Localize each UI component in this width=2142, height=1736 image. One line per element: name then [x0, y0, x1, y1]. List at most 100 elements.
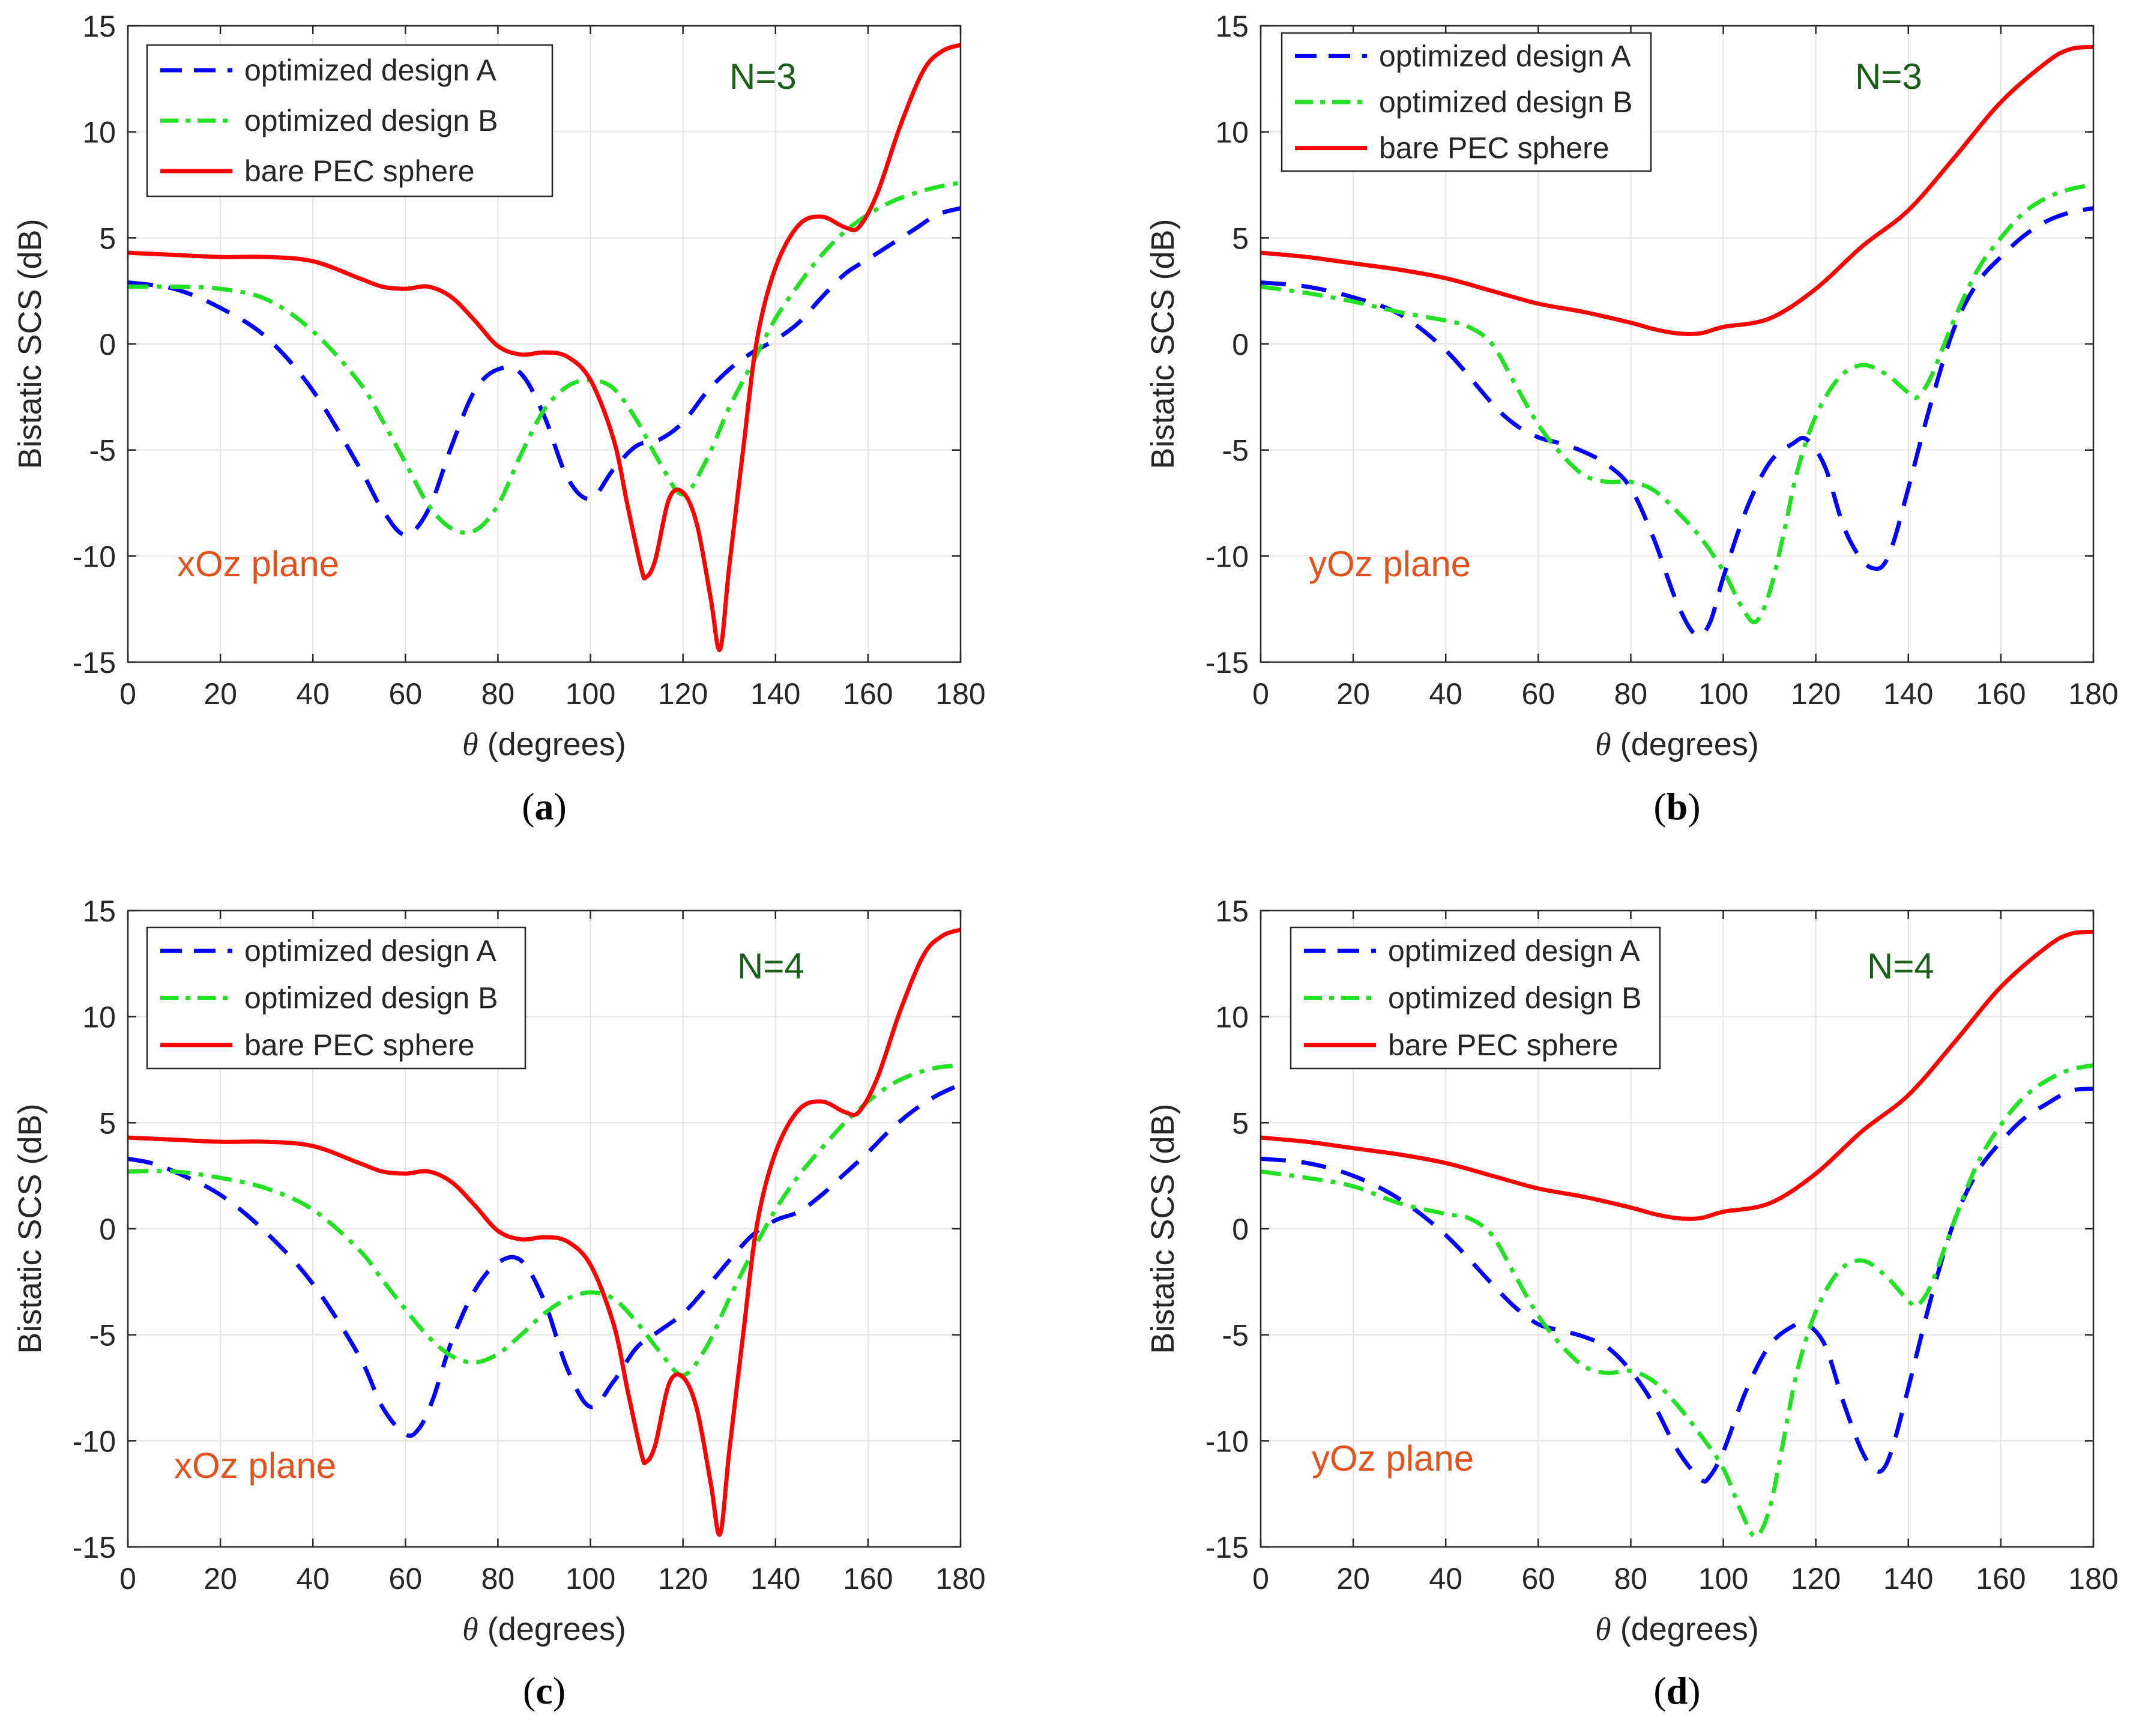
legend-label: optimized design A: [1388, 934, 1640, 968]
x-tick-label: 160: [843, 1562, 893, 1596]
panel-label: (a): [522, 785, 567, 828]
series-line-optimized-design-a: [128, 1082, 961, 1438]
legend-label: optimized design B: [1379, 85, 1632, 119]
y-tick-label: -15: [73, 1531, 116, 1564]
x-tick-label: 40: [296, 1562, 330, 1596]
legend-label: optimized design B: [244, 104, 498, 137]
chart-panel-c: 0 20 40 60 80 100 120 140 160 180 -15 -10 -5 0 5 10 15 θ …: [12, 894, 986, 1712]
x-tick-label: 0: [1252, 677, 1269, 711]
y-tick-label: -10: [1205, 1424, 1249, 1458]
y-axis-label: Bistatic SCS (dB): [12, 219, 48, 469]
x-tick-label: 100: [566, 1562, 615, 1596]
x-tick-label: 180: [2068, 677, 2118, 711]
x-tick-label: 100: [1698, 1562, 1748, 1596]
y-tick-label: 10: [82, 116, 116, 149]
order-annotation: N=4: [1867, 946, 1934, 986]
x-tick-label: 60: [389, 1562, 423, 1596]
y-tick-label: 5: [99, 1106, 116, 1140]
x-tick-label: 40: [1429, 1562, 1462, 1596]
legend-label: bare PEC sphere: [244, 154, 475, 188]
y-tick-label: -10: [73, 540, 116, 573]
legend-label: bare PEC sphere: [1388, 1028, 1619, 1062]
y-tick-label: -5: [89, 1319, 116, 1352]
order-annotation: N=4: [737, 946, 804, 986]
y-tick-label: -5: [1222, 1319, 1249, 1352]
x-tick-label: 20: [1336, 1562, 1370, 1596]
x-axis-label: θ (degrees): [1595, 1611, 1759, 1647]
panel-label: (d): [1653, 1669, 1700, 1712]
y-tick-label: -15: [73, 646, 116, 680]
x-tick-label: 120: [1791, 677, 1841, 711]
series-group: [128, 927, 961, 1537]
x-axis-symbol: θ: [1595, 1611, 1611, 1647]
y-tick-label: 0: [1232, 328, 1249, 361]
series-line-bare-pec-sphere: [1261, 44, 2093, 336]
y-axis-label: Bistatic SCS (dB): [12, 1103, 48, 1354]
y-tick-label: 15: [1215, 894, 1249, 928]
legend: optimized design A optimized design B bare…: [146, 44, 554, 197]
panel-label: (c): [523, 1669, 566, 1712]
series-group: [128, 43, 961, 653]
series-line-optimized-design-b: [1261, 182, 2093, 624]
x-tick-label: 100: [1698, 677, 1748, 711]
series-line-optimized-design-a: [1261, 1087, 2093, 1484]
x-tick-label: 160: [1976, 677, 2026, 711]
x-axis-unit: (degrees): [1611, 1611, 1759, 1647]
series-line-bare-pec-sphere: [128, 927, 961, 1537]
legend-label: bare PEC sphere: [244, 1028, 475, 1062]
legend-label: optimized design B: [244, 981, 498, 1015]
x-tick-label: 180: [2068, 1562, 2118, 1596]
x-tick-label: 100: [566, 677, 615, 711]
legend: optimized design A optimized design B bare…: [1290, 926, 1661, 1070]
x-tick-label: 80: [1614, 677, 1648, 711]
x-tick-label: 0: [119, 677, 136, 711]
legend-label: optimized design B: [1388, 981, 1641, 1015]
legend: optimized design A optimized design B bare…: [146, 926, 526, 1070]
x-tick-label: 40: [1429, 677, 1462, 711]
y-tick-label: 15: [82, 10, 116, 43]
y-tick-label: 0: [1232, 1213, 1249, 1246]
y-tick-label: 15: [82, 894, 116, 928]
series-line-optimized-design-b: [128, 181, 961, 535]
plane-annotation: yOz plane: [1312, 1438, 1474, 1478]
chart-panel-a: 0 20 40 60 80 100 120 140 160 180 -15 -10 -5 0 5 10 15 θ …: [12, 10, 986, 828]
series-group: [1261, 929, 2093, 1539]
x-tick-label: 60: [389, 677, 423, 711]
series-group: [1261, 44, 2093, 638]
legend-label: bare PEC sphere: [1379, 131, 1610, 165]
x-tick-label: 20: [204, 677, 237, 711]
legend-label: optimized design A: [1379, 39, 1631, 73]
legend-label: optimized design A: [244, 934, 496, 968]
x-axis-label: θ (degrees): [462, 726, 626, 762]
chart-panel-d: 0 20 40 60 80 100 120 140 160 180 -15 -10 -5 0 5 10 15 θ …: [1145, 894, 2119, 1712]
x-tick-label: 160: [843, 677, 893, 711]
x-tick-label: 20: [204, 1562, 237, 1596]
x-tick-label: 120: [658, 677, 708, 711]
x-tick-label: 140: [750, 1562, 800, 1596]
x-tick-label: 120: [658, 1562, 708, 1596]
x-axis-label: θ (degrees): [462, 1611, 626, 1647]
series-line-optimized-design-b: [128, 1063, 961, 1378]
x-axis-symbol: θ: [1595, 726, 1611, 762]
y-axis-label: Bistatic SCS (dB): [1145, 1103, 1181, 1354]
x-axis-unit: (degrees): [478, 1611, 626, 1647]
x-axis-symbol: θ: [462, 726, 478, 762]
y-tick-label: -10: [1205, 540, 1249, 573]
x-tick-label: 40: [296, 677, 330, 711]
panel-label: (b): [1653, 785, 1700, 828]
series-line-bare-pec-sphere: [1261, 929, 2093, 1221]
y-tick-label: -10: [73, 1424, 116, 1458]
y-tick-label: -15: [1205, 646, 1249, 680]
y-tick-label: 5: [1232, 1106, 1249, 1140]
x-tick-label: 160: [1976, 1562, 2026, 1596]
y-tick-label: 0: [99, 1213, 116, 1246]
y-tick-label: 10: [82, 1001, 116, 1034]
legend: optimized design A optimized design B bare…: [1281, 32, 1652, 172]
x-axis-symbol: θ: [462, 1611, 478, 1647]
plane-annotation: xOz plane: [174, 1445, 336, 1486]
y-tick-label: 5: [99, 222, 116, 255]
x-tick-label: 140: [1883, 677, 1933, 711]
series-line-optimized-design-a: [128, 206, 961, 537]
x-tick-label: 20: [1336, 677, 1370, 711]
